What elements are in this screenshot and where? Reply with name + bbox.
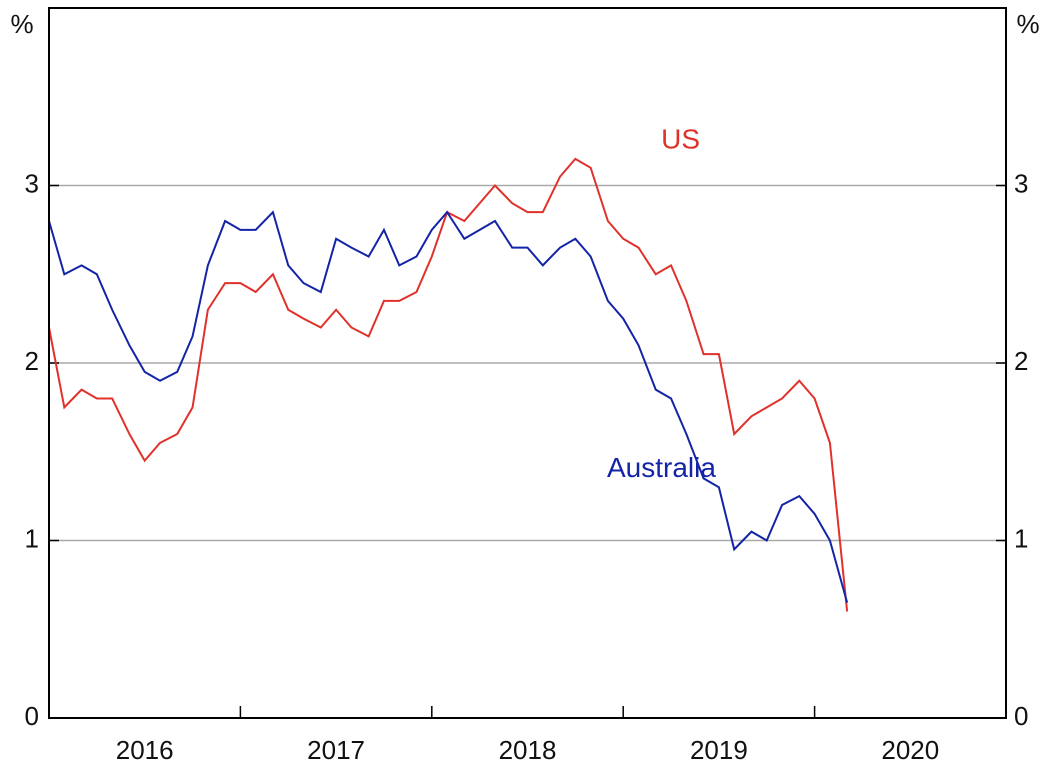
x-tick-label: 2019 <box>690 735 748 765</box>
y2-tick-label: 0 <box>1014 701 1028 731</box>
series-line <box>48 157 849 612</box>
series-line <box>48 210 849 603</box>
y-tick-label: 2 <box>25 346 39 376</box>
series-label: US <box>661 124 700 155</box>
x-tick-label: 2016 <box>116 735 174 765</box>
y-unit-right: % <box>1016 9 1039 39</box>
y2-tick-label: 2 <box>1014 346 1028 376</box>
x-tick-label: 2017 <box>307 735 365 765</box>
x-tick-label: 2020 <box>881 735 939 765</box>
y-tick-label: 1 <box>25 523 39 553</box>
y2-tick-label: 1 <box>1014 523 1028 553</box>
y2-tick-label: 3 <box>1014 168 1028 198</box>
y-unit-left: % <box>10 9 33 39</box>
series-label: Australia <box>607 452 716 483</box>
y-tick-label: 3 <box>25 168 39 198</box>
y-tick-label: 0 <box>25 701 39 731</box>
x-tick-label: 2018 <box>499 735 557 765</box>
plot-frame <box>48 7 1007 719</box>
